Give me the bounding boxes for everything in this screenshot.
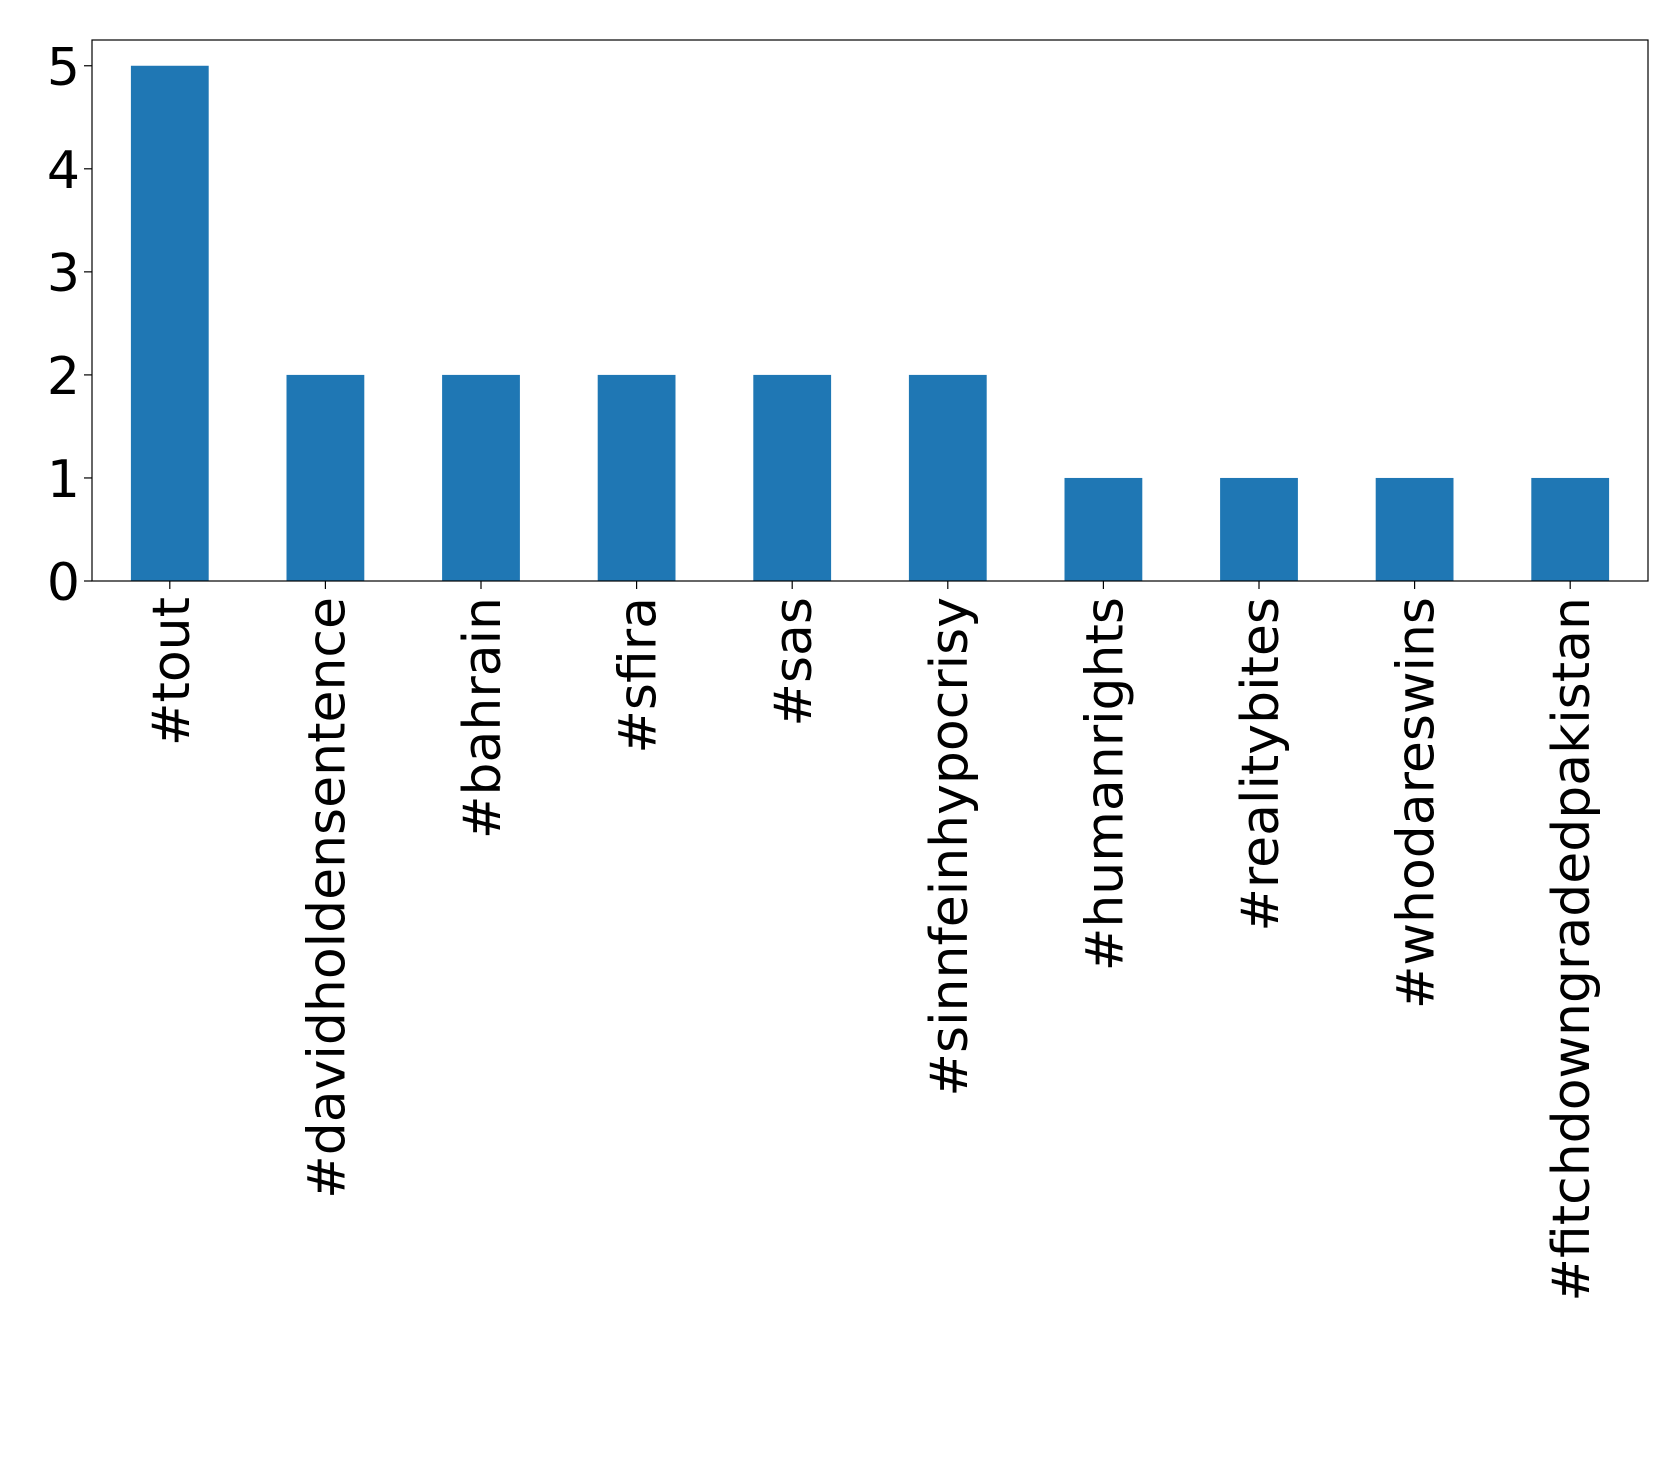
bar — [1531, 477, 1610, 581]
x-tick-label: #davidholdensentence — [297, 597, 357, 1199]
bar — [1375, 477, 1454, 581]
bar — [286, 374, 365, 581]
x-tick-label: #humanrights — [1075, 597, 1135, 971]
x-tick-label: #bahrain — [453, 597, 513, 839]
y-tick-label: 3 — [47, 244, 80, 304]
bar — [442, 374, 520, 581]
x-tick-label: #sinnfeinhypocrisy — [920, 597, 980, 1097]
plot-frame — [91, 39, 1649, 582]
bar — [908, 374, 987, 581]
bar — [130, 65, 209, 581]
y-tick-label: 4 — [47, 141, 80, 201]
bar — [597, 374, 676, 581]
x-tick-label: #sas — [764, 597, 824, 727]
y-tick-label: 0 — [47, 553, 80, 613]
y-tick-label: 5 — [47, 38, 80, 98]
bar — [1064, 477, 1143, 581]
x-tick-label: #fitchdowngradedpakistan — [1542, 597, 1602, 1302]
x-tick-label: #realitybites — [1231, 597, 1291, 932]
y-tick-label: 1 — [47, 450, 80, 510]
x-tick-label: #tout — [142, 597, 202, 746]
y-tick-label: 2 — [47, 347, 80, 407]
x-tick-label: #sfira — [609, 597, 669, 754]
bar — [1220, 477, 1298, 581]
x-tick-label: #whodareswins — [1387, 597, 1447, 1009]
bar — [753, 374, 832, 581]
